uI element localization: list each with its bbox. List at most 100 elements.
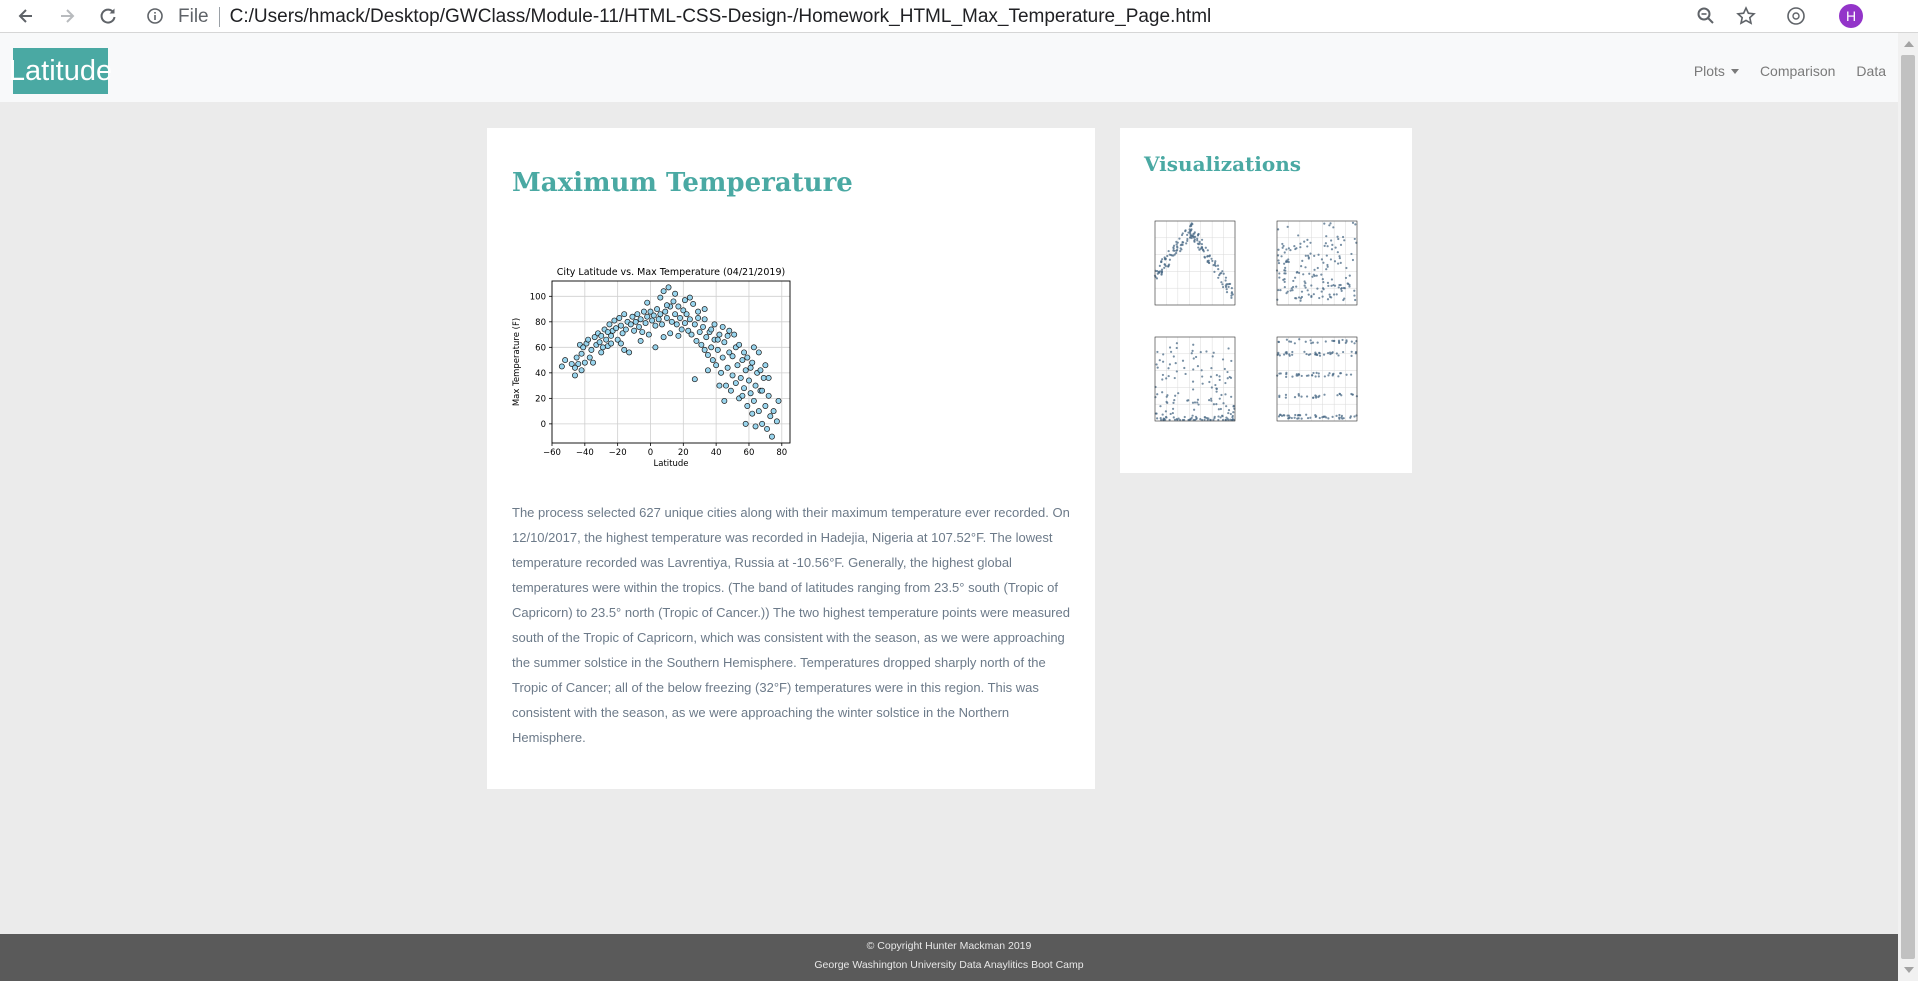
address-bar[interactable]: File C:/Users/hmack/Desktop/GWClass/Modu… [138, 3, 1718, 30]
thumb-data-point [1310, 342, 1313, 345]
thumb-data-point [1311, 341, 1315, 344]
thumb-data-point [1173, 249, 1176, 252]
thumb-data-point [1298, 338, 1301, 341]
thumb-data-point [1350, 252, 1353, 256]
data-point [619, 330, 626, 337]
url-text[interactable]: C:/Users/hmack/Desktop/GWClass/Module-11… [229, 5, 1212, 27]
info-icon[interactable] [146, 7, 164, 30]
data-point [672, 290, 679, 297]
thumb-data-point [1183, 366, 1186, 370]
x-axis-label: Latitude [654, 459, 689, 469]
thumb-data-point [1325, 235, 1328, 238]
thumb-data-point [1208, 261, 1211, 265]
thumb-data-point [1281, 246, 1284, 249]
thumb-data-point [1216, 264, 1220, 267]
thumb-data-point [1222, 402, 1225, 405]
thumb-data-point [1201, 418, 1204, 422]
thumb-data-point [1340, 287, 1343, 290]
star-icon[interactable] [1734, 4, 1758, 28]
data-point [660, 334, 667, 341]
thumb-data-point [1212, 264, 1215, 267]
thumb-data-point [1304, 266, 1307, 269]
data-point [695, 315, 702, 321]
data-point [719, 323, 726, 330]
thumb-data-point [1295, 271, 1298, 274]
thumb-data-point [1196, 364, 1200, 368]
thumb-data-point [1186, 399, 1189, 402]
thumb-data-point [1337, 354, 1340, 357]
data-point [680, 307, 687, 314]
nav-comparison-link[interactable]: Comparison [1759, 63, 1836, 79]
thumb-data-point [1277, 288, 1280, 292]
thumb-data-point [1299, 246, 1302, 249]
thumb-data-point [1191, 380, 1195, 383]
thumb-data-point [1277, 248, 1280, 251]
data-point [732, 380, 739, 386]
thumb-data-point [1196, 398, 1200, 401]
thumb-data-point [1292, 279, 1295, 283]
nav-data-link[interactable]: Data [1856, 63, 1886, 79]
thumb-data-point [1343, 297, 1346, 300]
thumbnail-wind-speed-plot[interactable] [1145, 329, 1240, 431]
avatar: H [1839, 4, 1863, 28]
brand-logo[interactable]: Latitude [9, 48, 112, 94]
copyright-text: © Copyright Hunter Mackman 2019 [866, 940, 1032, 952]
thumb-data-point [1221, 358, 1225, 361]
thumb-data-point [1299, 299, 1302, 302]
thumb-data-point [1321, 278, 1324, 281]
thumb-data-point [1329, 258, 1333, 261]
page-scrollbar[interactable] [1898, 33, 1918, 981]
thumb-data-point [1196, 401, 1199, 404]
back-arrow-icon[interactable] [14, 4, 38, 28]
data-point [747, 390, 754, 397]
extension-icon[interactable] [1784, 4, 1808, 28]
scroll-down-arrow-icon[interactable] [1904, 967, 1914, 973]
thumb-data-point [1160, 268, 1164, 271]
thumb-data-point [1320, 290, 1323, 293]
thumb-data-point [1192, 343, 1195, 346]
thumb-data-point [1286, 225, 1289, 228]
scroll-thumb[interactable] [1901, 55, 1915, 959]
forward-arrow-icon[interactable] [55, 4, 79, 28]
data-point [737, 374, 744, 381]
thumb-data-point [1175, 240, 1178, 243]
reload-icon[interactable] [96, 4, 120, 28]
thumb-data-point [1331, 351, 1334, 354]
thumb-data-point [1218, 375, 1221, 378]
data-point [696, 329, 703, 335]
data-point [691, 376, 698, 383]
thumb-data-point [1353, 294, 1356, 297]
data-point [663, 315, 670, 321]
thumb-data-point [1322, 261, 1325, 264]
thumb-data-point [1229, 412, 1232, 416]
x-tick-label: −60 [543, 448, 561, 458]
nav-plots-dropdown[interactable]: Plots [1694, 63, 1739, 79]
thumb-data-point [1167, 374, 1170, 378]
thumb-data-point [1199, 247, 1202, 250]
thumb-data-point [1312, 371, 1315, 375]
thumb-data-point [1169, 350, 1173, 353]
data-point [744, 403, 751, 409]
thumb-data-point [1196, 239, 1199, 242]
thumb-data-point [1227, 411, 1230, 415]
zoom-icon[interactable] [1694, 4, 1718, 28]
data-point [636, 323, 642, 330]
thumb-data-point [1221, 418, 1225, 422]
data-point [617, 322, 624, 329]
thumb-data-point [1331, 415, 1334, 418]
thumb-data-point [1339, 283, 1342, 287]
thumb-data-point [1221, 270, 1224, 273]
thumb-data-point [1192, 233, 1195, 236]
profile-avatar[interactable]: H [1839, 4, 1863, 28]
thumb-data-point [1337, 286, 1340, 289]
scroll-up-arrow-icon[interactable] [1904, 41, 1914, 47]
data-point [639, 329, 646, 335]
thumb-data-point [1330, 248, 1334, 251]
thumbnail-cloudiness-plot[interactable] [1267, 329, 1362, 431]
thumbnail-humidity-plot[interactable] [1267, 213, 1362, 315]
data-point [598, 349, 605, 356]
thumb-data-point [1167, 249, 1170, 253]
thumb-data-point [1220, 393, 1223, 397]
thumbnail-max-temp-plot[interactable] [1145, 213, 1240, 315]
thumb-data-point [1317, 372, 1320, 375]
